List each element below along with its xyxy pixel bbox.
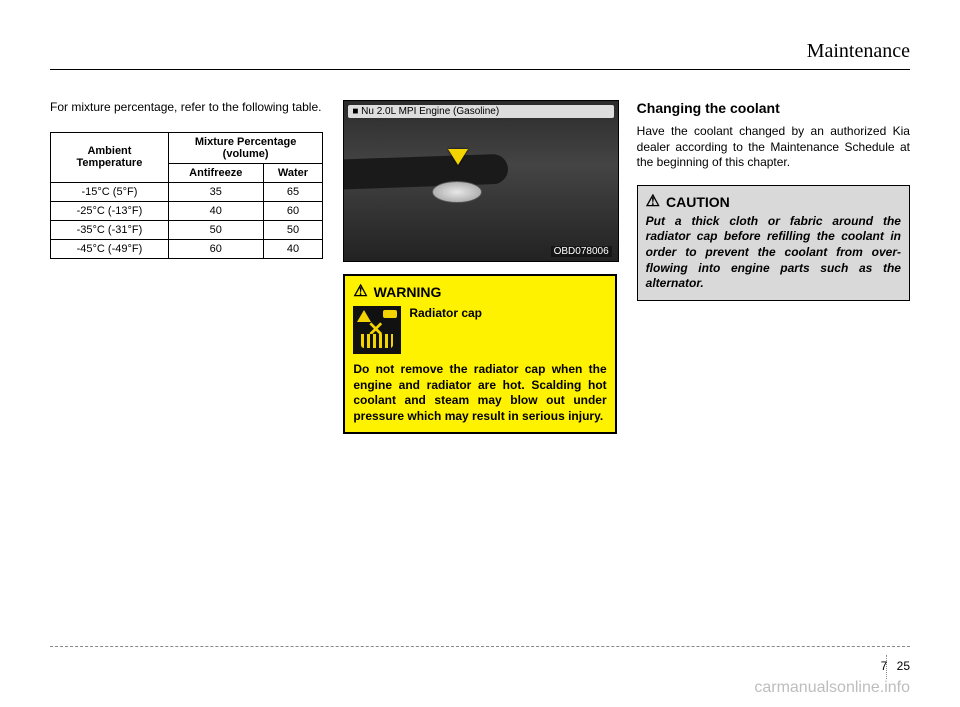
table-row: -35°C (-31°F) 50 50 <box>51 220 323 239</box>
table-row: -25°C (-13°F) 40 60 <box>51 201 323 220</box>
right-column: Changing the coolant Have the coolant ch… <box>637 100 910 434</box>
table-subhead-antifreeze: Antifreeze <box>168 163 263 182</box>
cell-temp: -45°C (-49°F) <box>51 239 169 258</box>
warning-subhead-row: ✕ Radiator cap <box>353 306 606 354</box>
warning-sub-title: Radiator cap <box>409 306 482 320</box>
warning-text: Do not remove the radiator cap when the … <box>353 362 606 424</box>
page-number-value: 25 <box>897 659 910 673</box>
caution-triangle-icon: ⚠ <box>646 194 660 210</box>
manual-page: Maintenance For mixture percentage, refe… <box>0 0 960 707</box>
table-row: -15°C (5°F) 35 65 <box>51 182 323 201</box>
cell-antifreeze: 60 <box>168 239 263 258</box>
page-number: 7 25 <box>881 659 910 673</box>
center-column: ■ Nu 2.0L MPI Engine (Gasoline) OBD07800… <box>343 100 616 434</box>
mixture-table: Ambient Temperature Mixture Percentage (… <box>50 132 323 259</box>
cell-temp: -35°C (-31°F) <box>51 220 169 239</box>
warn-icon-cap <box>383 310 397 318</box>
warning-triangle-icon: ⚠ <box>353 284 367 300</box>
cell-water: 50 <box>263 220 323 239</box>
warn-icon-steam <box>361 334 393 348</box>
warning-head-text: WARNING <box>374 284 442 300</box>
changing-coolant-text: Have the coolant changed by an authorize… <box>637 124 910 171</box>
arrow-down-icon <box>448 149 468 165</box>
section-number: 7 <box>881 659 888 673</box>
content-columns: For mixture percentage, refer to the fol… <box>50 100 910 434</box>
section-header: Maintenance <box>50 40 910 63</box>
radiator-cap-warning-icon: ✕ <box>353 306 401 354</box>
changing-coolant-heading: Changing the coolant <box>637 100 910 116</box>
table-row: -45°C (-49°F) 60 40 <box>51 239 323 258</box>
footer-separator <box>50 646 910 647</box>
table-head-temp: Ambient Temperature <box>51 132 169 182</box>
cell-antifreeze: 35 <box>168 182 263 201</box>
engine-hose-graphic <box>343 154 508 191</box>
intro-text: For mixture percentage, refer to the fol… <box>50 100 323 116</box>
caution-box: ⚠ CAUTION Put a thick cloth or fabric ar… <box>637 185 910 301</box>
cell-temp: -15°C (5°F) <box>51 182 169 201</box>
cell-temp: -25°C (-13°F) <box>51 201 169 220</box>
cell-water: 65 <box>263 182 323 201</box>
engine-photo-label: ■ Nu 2.0L MPI Engine (Gasoline) <box>348 105 613 118</box>
caution-text: Put a thick cloth or fabric around the r… <box>646 214 901 292</box>
warning-heading: ⚠ WARNING <box>353 284 606 300</box>
image-code: OBD078006 <box>551 246 612 257</box>
cell-antifreeze: 40 <box>168 201 263 220</box>
cell-antifreeze: 50 <box>168 220 263 239</box>
table-head-mixture: Mixture Percentage (volume) <box>168 132 322 163</box>
header-rule <box>50 69 910 70</box>
left-column: For mixture percentage, refer to the fol… <box>50 100 323 434</box>
engine-photo: ■ Nu 2.0L MPI Engine (Gasoline) OBD07800… <box>343 100 618 262</box>
watermark: carmanualsonline.info <box>754 679 910 697</box>
cell-water: 60 <box>263 201 323 220</box>
table-subhead-water: Water <box>263 163 323 182</box>
caution-head-text: CAUTION <box>666 194 730 210</box>
caution-heading: ⚠ CAUTION <box>646 194 901 210</box>
warning-box: ⚠ WARNING ✕ Radiator cap Do not remove t… <box>343 274 616 434</box>
radiator-cap-graphic <box>432 181 482 203</box>
cell-water: 40 <box>263 239 323 258</box>
